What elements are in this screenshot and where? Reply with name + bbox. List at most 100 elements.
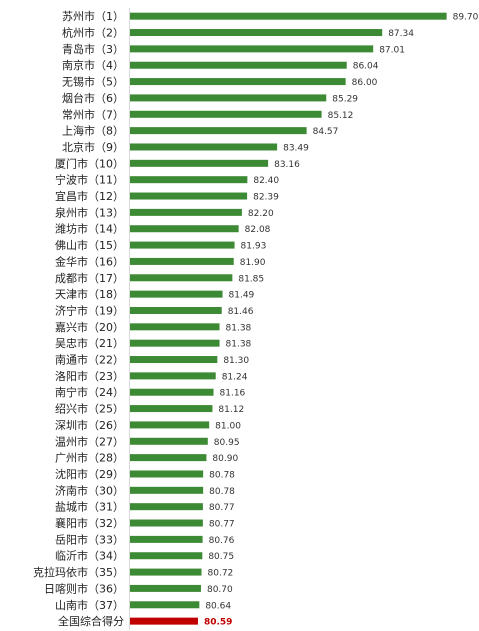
bar [130,454,207,462]
category-labels: 苏州市（1） 杭州市（2） 青岛市（3） 南京市（4） 无锡市（5） 烟台市（6） 常州市（… [33,9,124,628]
bar [130,306,222,314]
category-label: 温州市（27） [55,434,124,448]
category-label: 广州市（28） [55,451,124,465]
value-label: 83.16 [274,160,300,170]
category-label: 烟台市（6） [62,91,124,105]
category-label: 南通市（22） [55,353,124,367]
bar [130,388,214,396]
value-label: 86.04 [353,62,379,72]
category-label: 南京市（4） [62,58,124,72]
bar [130,584,201,592]
bar [130,143,278,151]
bar [130,323,220,331]
category-label: 日喀则市（36） [44,581,124,595]
value-label: 80.70 [207,585,233,595]
category-label-total: 全国综合得分 [58,614,124,628]
bar [130,94,327,102]
bar [130,290,223,298]
bar [130,535,203,543]
category-label: 绍兴市（25） [55,402,124,416]
category-label: 洛阳市（23） [55,369,124,383]
value-label: 89.70 [453,13,479,23]
value-label: 81.93 [241,242,267,252]
value-label: 80.64 [205,601,231,611]
bar [130,241,235,249]
value-label: 81.38 [226,340,252,350]
bar [130,421,210,429]
category-label: 厦门市（10） [55,156,124,170]
value-label: 81.38 [226,323,252,333]
category-label: 天津市（18） [55,287,124,301]
category-label: 泉州市（13） [55,205,124,219]
category-label: 佛山市（15） [55,238,124,252]
value-label: 80.72 [208,569,234,579]
value-label: 85.29 [332,94,358,104]
value-label: 80.95 [214,438,240,448]
value-label: 82.39 [253,193,279,203]
bar [130,159,269,167]
value-label: 80.78 [209,487,235,497]
value-label: 83.49 [283,143,309,153]
bar [130,519,203,527]
category-label: 沈阳市（29） [55,467,124,481]
value-label: 82.40 [253,176,279,186]
category-label: 宜昌市（12） [55,189,124,203]
value-label: 80.76 [209,536,235,546]
value-label: 81.85 [238,274,264,284]
category-label: 岳阳市（33） [55,532,124,546]
bar [130,568,202,576]
bar [130,552,203,560]
bar [130,29,383,37]
category-label: 山南市（37） [55,598,124,612]
category-label: 吴忠市（21） [55,336,124,350]
category-label: 临沂市（34） [55,549,124,563]
value-label: 82.20 [248,209,274,219]
value-label: 81.90 [240,258,266,268]
bar [130,176,248,184]
category-label: 常州市（7） [62,107,124,121]
bar [130,486,204,494]
value-label: 86.00 [352,78,378,88]
category-label: 成都市（17） [55,271,124,285]
value-label: 81.16 [220,389,246,399]
category-label: 克拉玛依市（35） [33,565,124,579]
value-label: 81.46 [228,307,254,317]
bar [130,208,242,216]
category-label: 襄阳市（32） [55,516,124,530]
category-label: 盐城市（31） [55,500,124,514]
value-label: 81.49 [229,291,255,301]
bars-group [130,12,447,625]
bar [130,110,322,118]
bar [130,601,200,609]
value-label: 80.90 [212,454,238,464]
category-label: 济宁市（19） [55,303,124,317]
category-label: 青岛市（3） [62,42,124,56]
value-label: 80.77 [209,503,235,513]
value-label: 82.08 [245,225,271,235]
category-label: 济南市（30） [55,483,124,497]
bar [130,225,239,233]
value-label: 80.78 [209,470,235,480]
category-label: 苏州市（1） [62,9,124,23]
bar [130,372,216,380]
bar [130,192,248,200]
value-label: 81.30 [223,356,249,366]
category-label: 北京市（9） [62,140,124,154]
category-label: 潍坊市（14） [55,222,124,236]
category-label: 杭州市（2） [62,26,124,40]
category-label: 宁波市（11） [55,173,124,187]
bar-total [130,617,198,625]
value-label: 80.77 [209,520,235,530]
bar [130,503,203,511]
value-label: 81.12 [218,405,244,415]
bar [130,356,218,364]
bar [130,339,220,347]
category-label: 无锡市（5） [62,75,124,89]
category-label: 金华市（16） [55,254,124,268]
bar [130,257,234,265]
value-label: 81.24 [222,372,248,382]
value-label: 85.12 [328,111,354,121]
bar [130,78,346,86]
